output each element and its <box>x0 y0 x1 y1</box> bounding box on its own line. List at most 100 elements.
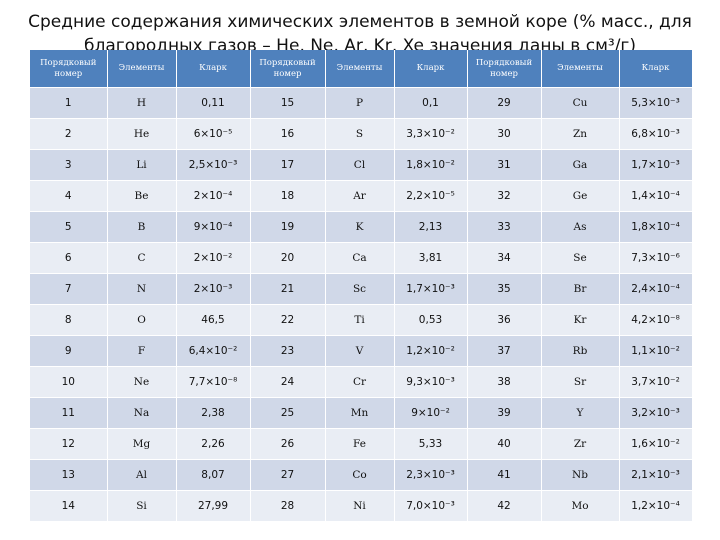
element-cell: Na <box>107 397 177 429</box>
element-cell: As <box>541 211 620 243</box>
number-cell: 31 <box>467 149 542 181</box>
table-row: 13 Al 8,07 27 Co 2,3×10⁻³ 41 Nb 2,1×10⁻³ <box>30 459 693 491</box>
header-element-1: Элементы <box>107 50 177 88</box>
number-cell: 36 <box>467 304 542 336</box>
clarke-cell: 9×10⁻² <box>394 397 468 429</box>
element-cell: Br <box>541 273 620 305</box>
header-row: Порядковый номер Элементы Кларк Порядков… <box>30 50 693 88</box>
header-clarke-2: Кларк <box>394 50 468 88</box>
element-cell: Mo <box>541 490 620 522</box>
table-row: 9 F 6,4×10⁻² 23 V 1,2×10⁻² 37 Rb 1,1×10⁻² <box>30 335 693 367</box>
clarke-cell: 9×10⁻⁴ <box>176 211 251 243</box>
clarke-cell: 1,4×10⁻⁴ <box>619 180 693 212</box>
number-cell: 33 <box>467 211 542 243</box>
header-clarke-1: Кларк <box>176 50 251 88</box>
element-cell: Rb <box>541 335 620 367</box>
number-cell: 38 <box>467 366 542 398</box>
number-cell: 2 <box>30 118 108 150</box>
number-cell: 13 <box>30 459 108 491</box>
element-cell: Sc <box>325 273 395 305</box>
clarke-cell: 1,8×10⁻² <box>394 149 468 181</box>
element-cell: Mn <box>325 397 395 429</box>
clarke-cell: 6,4×10⁻² <box>176 335 251 367</box>
clarke-cell: 1,2×10⁻⁴ <box>619 490 693 522</box>
number-cell: 12 <box>30 428 108 460</box>
element-cell: S <box>325 118 395 150</box>
number-cell: 41 <box>467 459 542 491</box>
element-cell: Cu <box>541 87 620 119</box>
number-cell: 22 <box>250 304 326 336</box>
element-cell: Ga <box>541 149 620 181</box>
table-row: 14 Si 27,99 28 Ni 7,0×10⁻³ 42 Mo 1,2×10⁻⁴ <box>30 490 693 522</box>
clarke-cell: 4,2×10⁻⁸ <box>619 304 693 336</box>
element-cell: Sr <box>541 366 620 398</box>
element-cell: Ca <box>325 242 395 274</box>
clarke-cell: 5,3×10⁻³ <box>619 87 693 119</box>
clarke-cell: 6,8×10⁻³ <box>619 118 693 150</box>
clarke-cell: 6×10⁻⁵ <box>176 118 251 150</box>
table-row: 8 O 46,5 22 Ti 0,53 36 Kr 4,2×10⁻⁸ <box>30 304 693 336</box>
number-cell: 24 <box>250 366 326 398</box>
clarke-cell: 5,33 <box>394 428 468 460</box>
clarke-cell: 2,38 <box>176 397 251 429</box>
clarke-cell: 46,5 <box>176 304 251 336</box>
number-cell: 18 <box>250 180 326 212</box>
element-cell: Kr <box>541 304 620 336</box>
element-cell: He <box>107 118 177 150</box>
element-cell: Be <box>107 180 177 212</box>
clarke-cell: 3,3×10⁻² <box>394 118 468 150</box>
clarke-cell: 0,1 <box>394 87 468 119</box>
table-row: 12 Mg 2,26 26 Fe 5,33 40 Zr 1,6×10⁻² <box>30 428 693 460</box>
title-line-1: Средние содержания химических элементов … <box>28 12 692 32</box>
number-cell: 3 <box>30 149 108 181</box>
number-cell: 4 <box>30 180 108 212</box>
clarke-cell: 1,6×10⁻² <box>619 428 693 460</box>
number-cell: 35 <box>467 273 542 305</box>
element-cell: P <box>325 87 395 119</box>
number-cell: 6 <box>30 242 108 274</box>
number-cell: 40 <box>467 428 542 460</box>
element-cell: F <box>107 335 177 367</box>
number-cell: 16 <box>250 118 326 150</box>
clarke-cell: 1,1×10⁻² <box>619 335 693 367</box>
element-cell: Zr <box>541 428 620 460</box>
header-element-3: Элементы <box>541 50 620 88</box>
element-cell: Ti <box>325 304 395 336</box>
clarke-table: Порядковый номер Элементы Кларк Порядков… <box>30 50 693 522</box>
element-cell: Co <box>325 459 395 491</box>
clarke-cell: 1,8×10⁻⁴ <box>619 211 693 243</box>
table-row: 5 B 9×10⁻⁴ 19 K 2,13 33 As 1,8×10⁻⁴ <box>30 211 693 243</box>
element-cell: Ne <box>107 366 177 398</box>
clarke-cell: 1,7×10⁻³ <box>619 149 693 181</box>
clarke-cell: 7,7×10⁻⁸ <box>176 366 251 398</box>
number-cell: 42 <box>467 490 542 522</box>
header-number-1: Порядковый номер <box>30 50 108 88</box>
element-cell: Nb <box>541 459 620 491</box>
table-row: 1 H 0,11 15 P 0,1 29 Cu 5,3×10⁻³ <box>30 87 693 119</box>
number-cell: 39 <box>467 397 542 429</box>
number-cell: 1 <box>30 87 108 119</box>
number-cell: 11 <box>30 397 108 429</box>
number-cell: 8 <box>30 304 108 336</box>
clarke-cell: 2,3×10⁻³ <box>394 459 468 491</box>
clarke-cell: 0,53 <box>394 304 468 336</box>
clarke-cell: 7,0×10⁻³ <box>394 490 468 522</box>
element-cell: K <box>325 211 395 243</box>
clarke-cell: 2,2×10⁻⁵ <box>394 180 468 212</box>
element-cell: B <box>107 211 177 243</box>
number-cell: 23 <box>250 335 326 367</box>
table-row: 3 Li 2,5×10⁻³ 17 Cl 1,8×10⁻² 31 Ga 1,7×10⁻³ <box>30 149 693 181</box>
header-number-2: Порядковый номер <box>250 50 326 88</box>
element-cell: O <box>107 304 177 336</box>
number-cell: 7 <box>30 273 108 305</box>
element-cell: Si <box>107 490 177 522</box>
table-row: 11 Na 2,38 25 Mn 9×10⁻² 39 Y 3,2×10⁻³ <box>30 397 693 429</box>
table-row: 2 He 6×10⁻⁵ 16 S 3,3×10⁻² 30 Zn 6,8×10⁻³ <box>30 118 693 150</box>
element-cell: Ge <box>541 180 620 212</box>
number-cell: 28 <box>250 490 326 522</box>
element-cell: Cl <box>325 149 395 181</box>
clarke-cell: 2,1×10⁻³ <box>619 459 693 491</box>
element-cell: Zn <box>541 118 620 150</box>
element-cell: Y <box>541 397 620 429</box>
clarke-cell: 3,2×10⁻³ <box>619 397 693 429</box>
